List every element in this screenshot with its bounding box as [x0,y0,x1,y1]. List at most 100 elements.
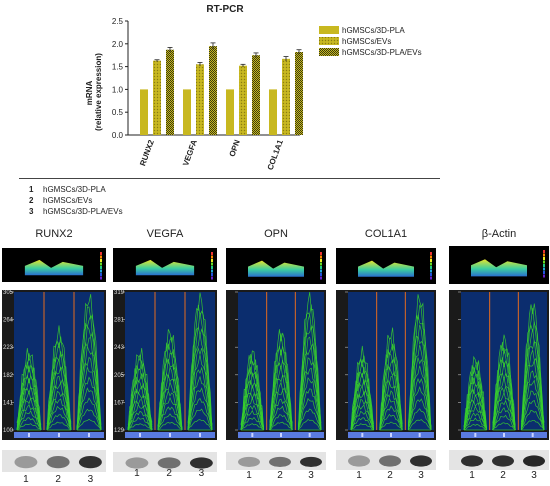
trace-line [240,384,265,431]
trace-line [240,404,264,429]
blot-band [461,455,483,467]
color-scale-step [543,253,545,257]
trace-line [46,421,72,431]
trace-line [350,423,374,431]
trace-line [16,417,42,431]
bar [252,55,260,136]
trace-line [187,408,213,430]
trace-line [492,422,516,431]
densitometry-plot [449,290,549,440]
trace-line [379,405,403,431]
surface-shape [358,260,414,277]
lane-number: 1 [23,474,29,485]
lane-number: 3 [418,470,424,481]
color-scale-step [211,255,213,259]
sample-legend-item: 2 hGMSCs/EVs [29,195,123,206]
trace-line [127,416,153,430]
color-scale-step [430,259,432,262]
color-scale-step [211,269,213,273]
blot-band-strip [113,452,217,472]
sample-legend-item: 3 hGMSCs/3D-PLA/EVs [29,206,123,217]
lane-marker [139,433,141,437]
densitometry-plot: 305 264 223 182 141 100 [2,290,106,440]
trace-line [16,390,42,431]
color-scale-step [430,252,432,255]
panel-title: VEGFA [146,228,184,240]
color-scale-step [430,269,432,273]
legend-label: hGMSCs/3D-PLA/EVs [342,48,422,57]
color-scale-step [320,273,322,276]
section-divider [19,178,440,179]
color-scale-step [430,255,432,259]
plot-y-tick-label: 264 [3,318,14,324]
color-scale-step [430,276,432,280]
lane-numbers: 1 2 3 [449,470,549,482]
lane-numbers: 1 2 3 [2,474,106,486]
blot-band [14,455,38,469]
trace-line [76,408,102,430]
trace-line [408,419,432,430]
trace-line [520,399,545,431]
sample-number: 1 [29,185,34,194]
bar [153,60,161,136]
color-scale-step [100,269,102,273]
color-scale-step [320,269,322,273]
x-tick-label: VEGFA [181,138,199,167]
blot-band [269,456,291,467]
trace-line [127,423,153,431]
bar [282,58,290,135]
plot-y-tick-label: 305 [3,290,14,296]
lane-numbers: 1 2 3 [336,470,436,482]
plot-y-tick-label: 319 [114,290,125,296]
bar [269,89,277,135]
trace-line [521,419,545,431]
blot-band [492,455,514,467]
blot-band [125,457,149,469]
panel-opn: OPN 1 2 3 [226,228,326,484]
trace-line [157,329,183,431]
color-scale-step [320,276,322,280]
blot-band [157,457,181,469]
trace-line [379,327,403,428]
trace-line [269,349,293,431]
trace-line [76,418,102,431]
blot-band [379,455,401,467]
trace-line [463,412,487,429]
trace-line [407,408,432,431]
bar [209,46,217,135]
color-scale-step [211,262,213,266]
trace-line [407,365,432,431]
trace-line [407,398,432,429]
bar [140,89,148,135]
blot-band [410,455,432,467]
sample-legend: 1 hGMSCs/3D-PLA 2 hGMSCs/EVs 3 hGMSCs/3D-PLA/… [29,184,123,217]
x-tick-label: RUNX2 [138,138,156,167]
surface-shape [24,259,84,276]
y-tick-label: 1.0 [112,85,124,94]
trace-line [240,416,264,430]
bar [183,89,191,135]
color-scale-step [211,276,213,280]
lane-number: 2 [500,470,506,481]
trace-line [492,377,516,431]
trace-line [127,347,153,426]
blot-band [46,455,70,469]
trace-line [379,413,403,430]
plot-y-tick-label: 129 [114,428,125,434]
y-axis-label-line1: mRNA [85,81,94,106]
trace-line [492,407,516,431]
lane-number: 2 [55,474,61,485]
color-scale-step [320,262,322,266]
trace-line [297,397,322,430]
lane-marker [531,433,534,437]
plot-y-tick-label: 100 [3,428,14,434]
trace-line [240,354,265,428]
lane-number: 3 [198,468,205,479]
color-scale-step [100,259,102,262]
trace-line [350,345,375,431]
y-tick-label: 0.5 [112,108,124,117]
color-scale-step [211,273,213,276]
color-scale-step [100,266,102,269]
trace-line [269,414,293,431]
trace-line [127,360,153,428]
